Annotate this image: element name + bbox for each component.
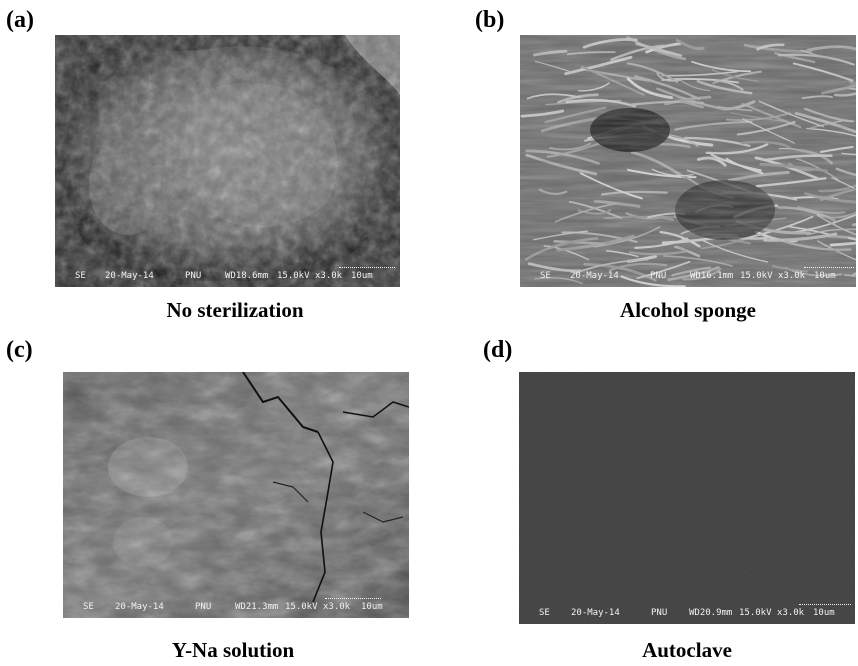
sem-databar: SE 20-May-14 PNU WD18.6mm 15.0kV x3.0k 1… [55,265,400,287]
sem-image-alcohol-sponge: SE 20-May-14 PNU WD16.1mm 15.0kV x3.0k 1… [520,35,856,287]
sem-databar: SE 20-May-14 PNU WD20.9mm 15.0kV x3.0k 1… [519,602,855,624]
panel-b-label: (b) [475,7,505,33]
panel-d-label: (d) [483,337,513,363]
scale-bar [339,267,395,268]
sem-databar: SE 20-May-14 PNU WD21.3mm 15.0kV x3.0k 1… [63,596,409,618]
scale-bar [325,598,381,599]
sem-image-autoclave: SE 20-May-14 PNU WD20.9mm 15.0kV x3.0k 1… [519,372,855,624]
panel-d-caption: Autoclave [642,638,732,662]
scale-bar [804,267,854,268]
panel-a-caption: No sterilization [166,298,304,322]
panel-c-caption: Y-Na solution [171,638,295,662]
sem-databar: SE 20-May-14 PNU WD16.1mm 15.0kV x3.0k 1… [520,265,856,287]
sem-image-y-na-solution: SE 20-May-14 PNU WD21.3mm 15.0kV x3.0k 1… [63,372,409,618]
panel-c-label: (c) [6,337,33,363]
sem-image-no-sterilization: SE 20-May-14 PNU WD18.6mm 15.0kV x3.0k 1… [55,35,400,287]
scale-bar [799,604,851,605]
panel-b-caption: Alcohol sponge [620,298,756,322]
panel-a-label: (a) [6,7,34,33]
